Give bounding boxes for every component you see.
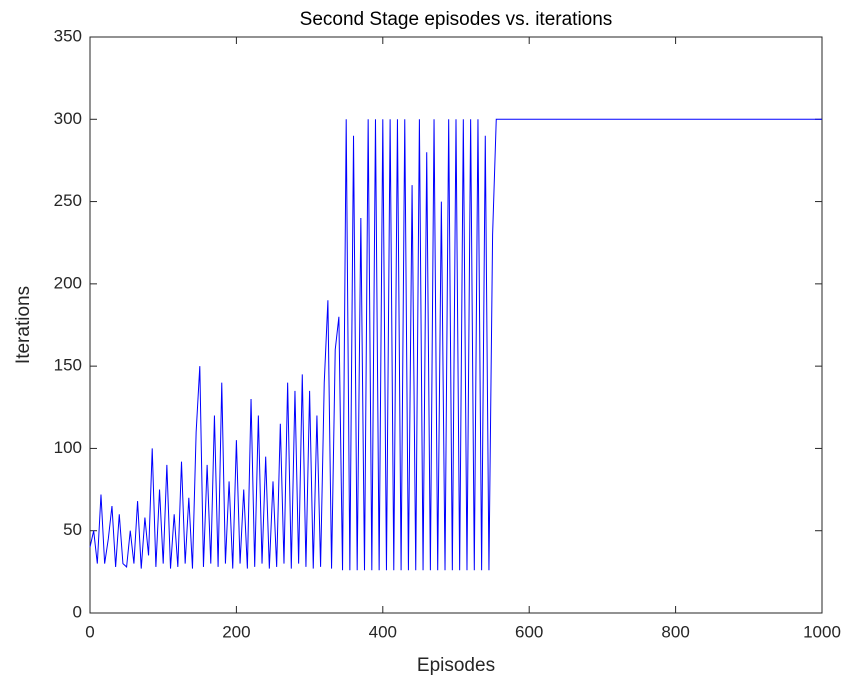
x-axis-label: Episodes: [417, 655, 495, 676]
chart-title: Second Stage episodes vs. iterations: [300, 9, 613, 30]
x-tick-label: 200: [222, 622, 250, 641]
y-tick-label: 50: [63, 520, 82, 539]
y-tick-label: 100: [54, 438, 82, 457]
x-tick-label: 1000: [803, 622, 841, 641]
plot-frame: [89, 36, 823, 614]
x-tick-label: 600: [515, 622, 543, 641]
x-tick-label: 0: [85, 622, 94, 641]
y-tick-label: 200: [54, 273, 82, 292]
data-line: [89, 118, 822, 571]
y-tick-label: 0: [73, 602, 82, 621]
y-axis-label: Iterations: [13, 286, 34, 364]
y-tick-label: 150: [54, 356, 82, 375]
y-tick-label: 350: [54, 26, 82, 45]
y-tick-label: 250: [54, 191, 82, 210]
y-tick-label: 300: [54, 109, 82, 128]
x-tick-label: 400: [369, 622, 397, 641]
x-tick-label: 800: [661, 622, 689, 641]
